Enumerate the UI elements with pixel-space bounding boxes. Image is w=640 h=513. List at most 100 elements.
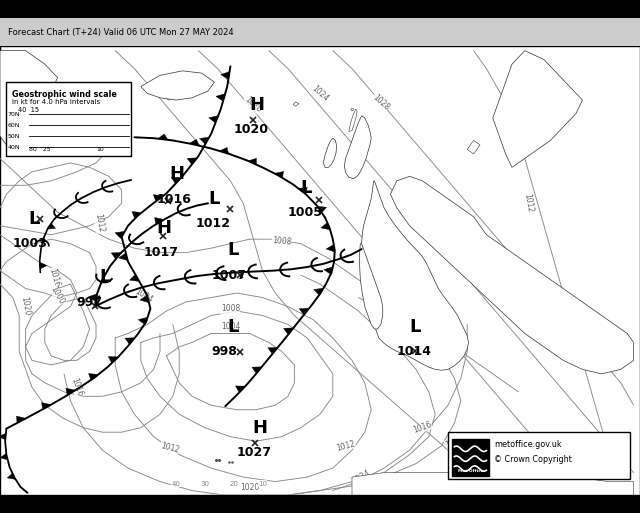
Polygon shape <box>189 140 199 146</box>
Text: Geostrophic wind scale: Geostrophic wind scale <box>12 90 116 99</box>
Text: 1020: 1020 <box>19 296 32 317</box>
Text: 1000: 1000 <box>49 285 67 306</box>
Polygon shape <box>200 137 209 144</box>
Text: H: H <box>253 419 268 437</box>
Polygon shape <box>42 403 51 409</box>
Polygon shape <box>141 71 214 100</box>
Text: 60N: 60N <box>8 123 20 128</box>
Text: 1020: 1020 <box>240 483 259 492</box>
Text: 40: 40 <box>172 481 180 487</box>
Text: H: H <box>170 165 184 183</box>
Text: 1016: 1016 <box>157 192 191 206</box>
Text: L: L <box>29 210 40 228</box>
Text: 30: 30 <box>200 481 209 487</box>
Text: 1004: 1004 <box>221 322 240 331</box>
Polygon shape <box>326 245 335 252</box>
Polygon shape <box>349 109 357 131</box>
Text: 40N: 40N <box>8 145 20 150</box>
Polygon shape <box>220 147 228 154</box>
Text: © Crown Copyright: © Crown Copyright <box>494 455 572 464</box>
Text: H: H <box>250 95 264 113</box>
Text: 1004: 1004 <box>133 287 155 304</box>
Polygon shape <box>467 141 480 154</box>
Polygon shape <box>362 181 468 370</box>
Text: H: H <box>157 219 172 237</box>
Polygon shape <box>154 194 163 202</box>
Polygon shape <box>111 252 121 259</box>
Text: Forecast Chart (T+24) Valid 06 UTC Mon 27 MAY 2024: Forecast Chart (T+24) Valid 06 UTC Mon 2… <box>8 28 234 36</box>
Polygon shape <box>314 288 323 295</box>
Text: 1016: 1016 <box>69 377 84 398</box>
Polygon shape <box>158 134 168 140</box>
Text: 1012: 1012 <box>93 213 106 234</box>
Polygon shape <box>125 338 135 344</box>
Text: Met Office: Met Office <box>458 469 483 473</box>
Bar <box>6 82 131 156</box>
Text: 1003: 1003 <box>13 238 47 250</box>
Bar <box>448 432 630 479</box>
Text: 1020: 1020 <box>243 95 263 114</box>
Polygon shape <box>298 187 307 193</box>
Text: 1020: 1020 <box>234 123 269 136</box>
Text: 1012: 1012 <box>195 217 230 230</box>
Polygon shape <box>209 115 218 123</box>
Polygon shape <box>88 373 99 380</box>
Text: 10: 10 <box>258 481 267 487</box>
Polygon shape <box>118 253 128 261</box>
Polygon shape <box>352 472 634 495</box>
Text: 1024: 1024 <box>310 84 330 103</box>
Polygon shape <box>344 116 371 179</box>
Text: 1020: 1020 <box>383 265 404 285</box>
Text: 1008: 1008 <box>221 304 240 313</box>
Text: 1016: 1016 <box>470 451 490 471</box>
Bar <box>452 439 489 476</box>
Text: 998: 998 <box>211 345 237 358</box>
Text: 1012: 1012 <box>522 193 534 213</box>
Text: metoffice.gov.uk: metoffice.gov.uk <box>494 440 562 449</box>
Text: 1027: 1027 <box>237 446 272 459</box>
Polygon shape <box>248 159 257 165</box>
Polygon shape <box>321 223 330 230</box>
Polygon shape <box>324 267 333 274</box>
Polygon shape <box>390 176 634 374</box>
Polygon shape <box>132 211 141 218</box>
Text: 1016: 1016 <box>47 267 61 288</box>
Polygon shape <box>493 51 582 167</box>
Text: 80   25: 80 25 <box>29 147 51 152</box>
Text: 70N: 70N <box>8 112 20 117</box>
Polygon shape <box>293 102 299 106</box>
Polygon shape <box>0 433 6 440</box>
Polygon shape <box>236 386 245 392</box>
Text: 1014: 1014 <box>397 345 432 358</box>
Polygon shape <box>155 218 164 224</box>
Polygon shape <box>0 453 8 460</box>
Polygon shape <box>138 318 148 325</box>
Polygon shape <box>221 71 230 79</box>
Polygon shape <box>187 158 197 165</box>
Text: 40  15: 40 15 <box>18 107 39 113</box>
Text: L: L <box>301 179 312 196</box>
Polygon shape <box>88 294 97 301</box>
Text: 997: 997 <box>77 296 103 309</box>
Polygon shape <box>284 328 294 334</box>
Polygon shape <box>323 138 337 167</box>
Text: in kt for 4.0 hPa intervals: in kt for 4.0 hPa intervals <box>12 99 100 105</box>
Polygon shape <box>140 295 149 303</box>
Text: L: L <box>410 318 421 336</box>
Polygon shape <box>275 171 284 178</box>
Text: L: L <box>99 268 111 286</box>
Text: 10: 10 <box>96 147 104 152</box>
Text: 1016: 1016 <box>412 420 433 435</box>
Text: L: L <box>227 242 239 260</box>
Polygon shape <box>216 94 225 101</box>
Text: 1012: 1012 <box>335 439 356 452</box>
Polygon shape <box>108 357 118 363</box>
Polygon shape <box>7 473 15 479</box>
Text: 1024: 1024 <box>351 468 372 486</box>
Polygon shape <box>66 388 76 395</box>
Text: 1016: 1016 <box>153 84 173 103</box>
Polygon shape <box>360 244 383 329</box>
Polygon shape <box>0 51 58 145</box>
Polygon shape <box>40 263 47 269</box>
Text: 1028: 1028 <box>371 92 391 112</box>
